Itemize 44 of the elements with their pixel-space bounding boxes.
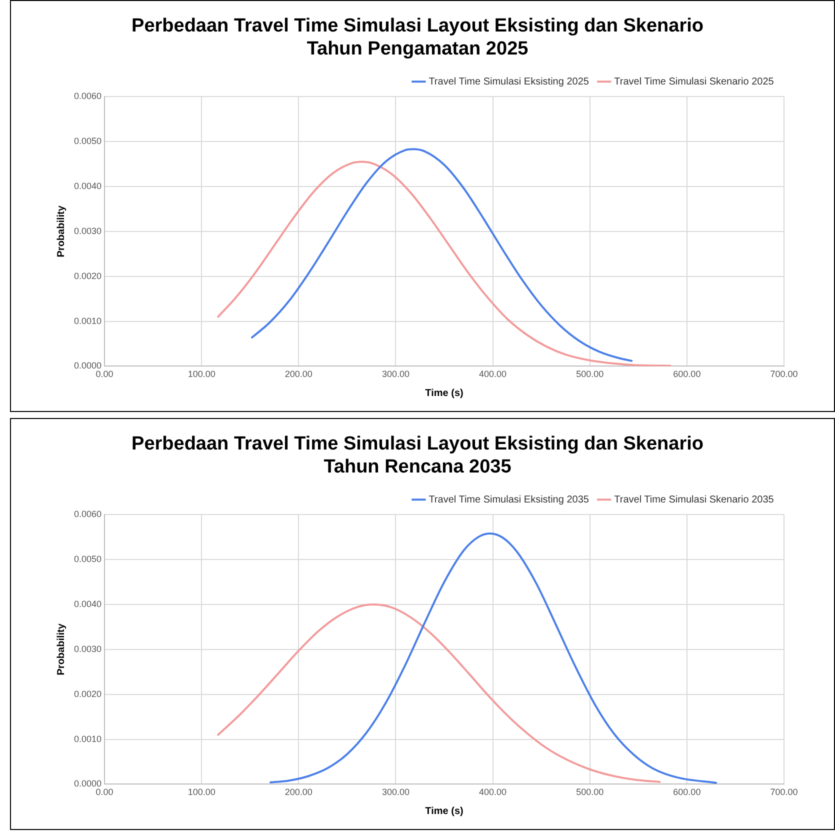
y-tick-label: 0.0050	[74, 554, 102, 564]
legend-label: Travel Time Simulasi Eksisting 2035	[428, 494, 590, 506]
y-tick-label: 0.0050	[74, 136, 102, 146]
x-tick-label: 100.00	[188, 369, 216, 380]
x-tick-label: 500.00	[576, 787, 604, 798]
y-tick-label: 0.0040	[74, 180, 102, 191]
line-series	[217, 160, 672, 366]
x-tick-label: 700.00	[770, 369, 798, 380]
line-series	[251, 148, 633, 362]
legend-label: Travel Time Simulasi Skenario 2035	[614, 494, 774, 506]
x-tick-label: 200.00	[284, 369, 312, 380]
x-tick-label: 300.00	[382, 787, 410, 798]
chart-title: Perbedaan Travel Time Simulasi Layout Eksisting dan Skenario Tahun Rencana 2035	[132, 434, 704, 478]
legend-label: Travel Time Simulasi Eksisting 2025	[428, 76, 590, 88]
x-tick-label: 200.00	[284, 787, 312, 798]
x-tick-label: 0.00	[96, 369, 114, 380]
y-tick-label: 0.0010	[74, 316, 102, 326]
y-tick-label: 0.0030	[74, 226, 102, 236]
y-tick-label: 0.0010	[74, 734, 102, 744]
x-tick-label: 600.00	[673, 369, 701, 380]
y-tick-label: 0.0030	[74, 644, 102, 654]
x-tick-label: 100.00	[188, 787, 216, 798]
x-axis-title: Time (s)	[425, 806, 464, 817]
x-tick-label: 0.00	[96, 787, 114, 798]
x-tick-label: 700.00	[770, 787, 798, 798]
y-tick-label: 0.0040	[74, 598, 102, 609]
y-tick-label: 0.0020	[74, 688, 102, 699]
line-series	[217, 603, 661, 783]
x-tick-label: 400.00	[479, 369, 507, 380]
x-tick-label: 500.00	[576, 369, 604, 380]
x-axis-title: Time (s)	[425, 388, 464, 399]
y-axis-title: Probability	[56, 205, 67, 258]
line-series	[270, 532, 718, 784]
y-tick-label: 0.0060	[74, 509, 102, 520]
y-tick-label: 0.0000	[74, 778, 102, 789]
y-axis-title: Probability	[56, 623, 67, 676]
y-tick-label: 0.0020	[74, 270, 102, 281]
legend-label: Travel Time Simulasi Skenario 2025	[614, 76, 774, 88]
x-tick-label: 300.00	[382, 369, 410, 380]
x-tick-label: 600.00	[673, 787, 701, 798]
chart-title: Perbedaan Travel Time Simulasi Layout Eksisting dan Skenario Tahun Pengamatan 2025	[132, 16, 704, 60]
x-tick-label: 400.00	[479, 787, 507, 798]
y-tick-label: 0.0000	[74, 360, 102, 371]
y-tick-label: 0.0060	[74, 91, 102, 102]
